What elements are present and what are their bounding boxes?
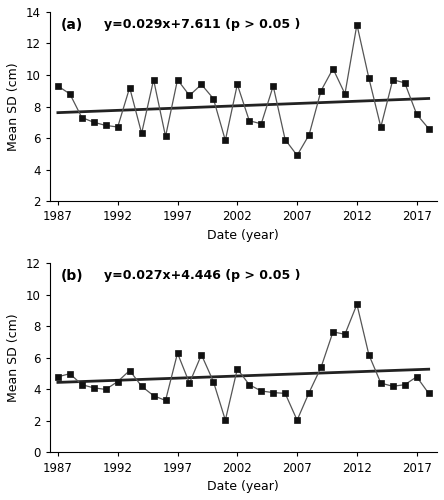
Text: y=0.027x+4.446 (p > 0.05 ): y=0.027x+4.446 (p > 0.05 ) xyxy=(104,269,300,282)
Y-axis label: Mean SD (cm): Mean SD (cm) xyxy=(7,62,20,151)
Text: (b): (b) xyxy=(61,269,84,283)
Text: (a): (a) xyxy=(61,18,83,32)
Y-axis label: Mean SD (cm): Mean SD (cm) xyxy=(7,314,20,402)
X-axis label: Date (year): Date (year) xyxy=(207,480,279,493)
Text: y=0.029x+7.611 (p > 0.05 ): y=0.029x+7.611 (p > 0.05 ) xyxy=(104,18,300,30)
X-axis label: Date (year): Date (year) xyxy=(207,228,279,241)
